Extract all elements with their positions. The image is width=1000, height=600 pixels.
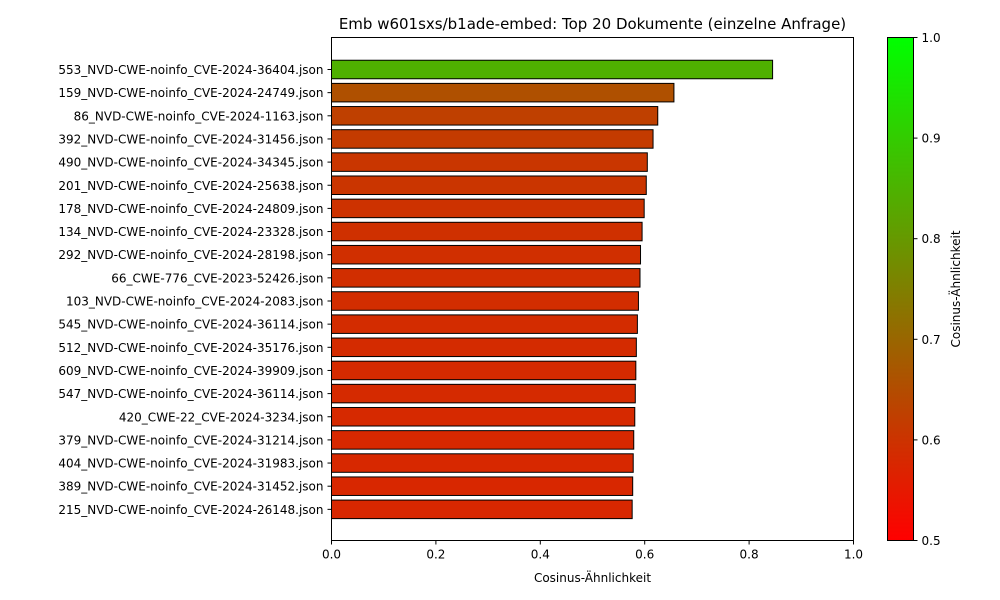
bar bbox=[331, 430, 635, 450]
y-tick-label: 512_NVD-CWE-noinfo_CVE-2024-35176.json bbox=[58, 341, 323, 355]
x-tick-label: 0.2 bbox=[426, 548, 445, 562]
bar bbox=[331, 175, 647, 196]
bar bbox=[331, 198, 645, 219]
x-tick-label: 0.0 bbox=[322, 548, 341, 562]
colorbar-gradient bbox=[887, 37, 914, 541]
bar bbox=[331, 476, 634, 496]
y-tick-label: 420_CWE-22_CVE-2024-3234.json bbox=[119, 410, 324, 424]
bar bbox=[331, 383, 636, 404]
bar bbox=[331, 291, 639, 311]
y-tick-label: 159_NVD-CWE-noinfo_CVE-2024-24749.json bbox=[58, 86, 323, 100]
colorbar-tick-label: 0.5 bbox=[922, 534, 941, 548]
bar bbox=[331, 59, 774, 80]
bar bbox=[331, 337, 637, 358]
bar bbox=[331, 453, 634, 473]
y-tick-label: 392_NVD-CWE-noinfo_CVE-2024-31456.json bbox=[58, 132, 323, 146]
y-tick-labels: 553_NVD-CWE-noinfo_CVE-2024-36404.json 15… bbox=[58, 63, 332, 517]
colorbar-tick-label: 0.6 bbox=[922, 433, 941, 447]
bar bbox=[331, 106, 659, 126]
y-tick-label: 86_NVD-CWE-noinfo_CVE-2024-1163.json bbox=[74, 109, 324, 123]
bar bbox=[331, 244, 642, 265]
bar bbox=[331, 499, 633, 520]
y-tick-label: 545_NVD-CWE-noinfo_CVE-2024-36114.json bbox=[58, 318, 323, 332]
chart-title: Emb w601sxs/b1ade-embed: Top 20 Dokument… bbox=[339, 15, 846, 33]
bars-group bbox=[331, 59, 774, 520]
bar bbox=[331, 268, 641, 288]
bar bbox=[331, 406, 636, 427]
colorbar-tick-label: 0.8 bbox=[922, 232, 941, 246]
x-tick-label: 0.6 bbox=[635, 548, 654, 562]
colorbar: 0.5 0.6 0.7 0.8 0.9 1.0 Cosinus-Ähnlichkeit bbox=[887, 31, 963, 548]
y-tick-label: 379_NVD-CWE-noinfo_CVE-2024-31214.json bbox=[58, 433, 323, 447]
x-axis-label: Cosinus-Ähnlichkeit bbox=[534, 570, 651, 585]
y-tick-label: 404_NVD-CWE-noinfo_CVE-2024-31983.json bbox=[58, 457, 323, 471]
x-axis: 0.0 0.2 0.4 0.6 0.8 1.0 bbox=[322, 540, 863, 562]
y-tick-label: 201_NVD-CWE-noinfo_CVE-2024-25638.json bbox=[58, 179, 323, 193]
x-tick-label: 0.4 bbox=[531, 548, 550, 562]
colorbar-ticks: 0.5 0.6 0.7 0.8 0.9 1.0 bbox=[913, 31, 941, 548]
y-tick-label: 292_NVD-CWE-noinfo_CVE-2024-28198.json bbox=[58, 248, 323, 262]
bar bbox=[331, 221, 643, 242]
y-tick-label: 178_NVD-CWE-noinfo_CVE-2024-24809.json bbox=[58, 202, 323, 216]
bar bbox=[331, 129, 654, 149]
bar bbox=[331, 314, 638, 334]
y-tick-label: 547_NVD-CWE-noinfo_CVE-2024-36114.json bbox=[58, 387, 323, 401]
colorbar-tick-label: 1.0 bbox=[922, 31, 941, 45]
x-tick-label: 1.0 bbox=[844, 548, 863, 562]
colorbar-label: Cosinus-Ähnlichkeit bbox=[948, 230, 963, 347]
y-tick-label: 553_NVD-CWE-noinfo_CVE-2024-36404.json bbox=[58, 63, 323, 77]
bar bbox=[331, 360, 637, 381]
colorbar-tick-label: 0.7 bbox=[922, 333, 941, 347]
bar bbox=[331, 82, 675, 103]
colorbar-tick-label: 0.9 bbox=[922, 132, 941, 146]
plot-frame bbox=[331, 37, 854, 541]
x-tick-label: 0.8 bbox=[740, 548, 759, 562]
y-tick-label: 490_NVD-CWE-noinfo_CVE-2024-34345.json bbox=[58, 156, 323, 170]
y-tick-label: 609_NVD-CWE-noinfo_CVE-2024-39909.json bbox=[58, 364, 323, 378]
y-tick-label: 389_NVD-CWE-noinfo_CVE-2024-31452.json bbox=[58, 480, 323, 494]
y-tick-label: 215_NVD-CWE-noinfo_CVE-2024-26148.json bbox=[58, 503, 323, 517]
y-tick-label: 103_NVD-CWE-noinfo_CVE-2024-2083.json bbox=[66, 295, 324, 309]
y-tick-label: 66_CWE-776_CVE-2023-52426.json bbox=[111, 271, 323, 285]
y-tick-label: 134_NVD-CWE-noinfo_CVE-2024-23328.json bbox=[58, 225, 323, 239]
bar bbox=[331, 152, 648, 172]
